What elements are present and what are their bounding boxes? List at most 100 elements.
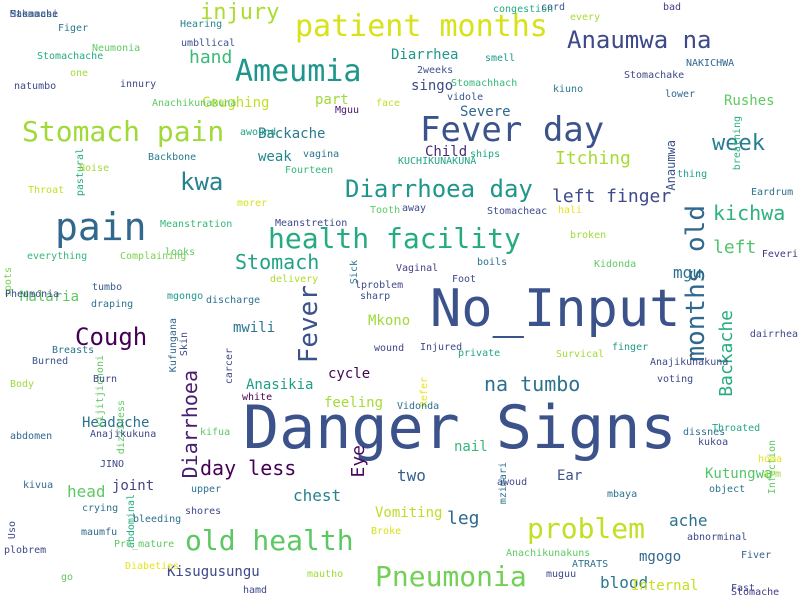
cloud-word: Backache xyxy=(258,126,326,142)
cloud-word: Internal xyxy=(631,578,699,594)
cloud-word: kivua xyxy=(23,480,54,491)
cloud-word: Stomachake xyxy=(624,70,685,81)
cloud-word: finger xyxy=(612,342,649,353)
cloud-word: mgu xyxy=(673,263,702,282)
cloud-word: bad xyxy=(663,2,682,13)
cloud-word: Eye xyxy=(348,445,369,478)
cloud-word: Headache xyxy=(82,415,150,431)
cloud-word: Fever xyxy=(294,285,324,364)
cloud-word: lower xyxy=(665,89,696,100)
cloud-word: Diarrhoea xyxy=(178,370,202,479)
cloud-word: sharp xyxy=(360,291,391,302)
cloud-word: kichwa xyxy=(713,201,786,225)
cloud-word: part xyxy=(315,92,349,108)
cloud-word: wound xyxy=(374,343,405,354)
cloud-word: voting xyxy=(657,374,694,385)
cloud-word: nail xyxy=(454,439,488,455)
cloud-word: dissnes xyxy=(683,427,726,438)
cloud-word: morer xyxy=(237,198,268,209)
cloud-word: Stomach xyxy=(235,250,320,274)
cloud-word: every xyxy=(570,12,601,23)
cloud-word: smell xyxy=(485,53,516,64)
cloud-word: lproblem xyxy=(355,280,404,291)
cloud-word: kukoa xyxy=(698,437,729,448)
cloud-word: Burned xyxy=(32,356,69,367)
cloud-word: thing xyxy=(677,169,708,180)
cloud-word: mautho xyxy=(307,569,344,580)
cloud-word: Diarrhoea day xyxy=(345,175,533,203)
cloud-word: Body xyxy=(10,379,35,390)
cloud-word: blood xyxy=(600,573,649,592)
cloud-word: head xyxy=(67,482,106,501)
cloud-word: plobrem xyxy=(4,545,47,556)
cloud-word: patient months xyxy=(295,9,548,44)
cloud-word: mgogo xyxy=(639,549,682,565)
cloud-word: Fourteen xyxy=(285,165,334,176)
cloud-word: Noise xyxy=(79,163,110,174)
cloud-word: problem xyxy=(527,512,646,545)
cloud-word: private xyxy=(458,348,501,359)
cloud-word: chest xyxy=(293,486,342,505)
cloud-word: Skin xyxy=(179,332,190,357)
cloud-word: mbaya xyxy=(607,489,638,500)
cloud-word: object xyxy=(709,484,746,495)
cloud-word: dairrhea xyxy=(749,329,798,340)
cloud-word: away xyxy=(402,203,427,214)
cloud-word: feeling xyxy=(324,395,384,411)
cloud-word: months old xyxy=(681,205,711,362)
cloud-word: Itching xyxy=(555,148,631,169)
cloud-word: Rushes xyxy=(724,93,775,109)
cloud-word: one xyxy=(70,68,89,79)
cloud-word: Kutungwa xyxy=(705,466,773,482)
cloud-word: crying xyxy=(82,503,119,514)
cloud-word: Foot xyxy=(452,274,477,285)
cloud-word: Pre_mature xyxy=(114,539,175,550)
cloud-word: ache xyxy=(669,511,708,530)
cloud-word: week xyxy=(712,131,765,156)
cloud-word: Neumonia xyxy=(92,43,141,54)
cloud-word: Burn xyxy=(93,374,118,385)
cloud-word: Danger Signs xyxy=(243,393,677,463)
cloud-word: vagina xyxy=(303,149,340,160)
cloud-word: Tooth xyxy=(370,205,401,216)
cloud-word: Anajikukuna xyxy=(90,429,157,440)
cloud-word: boils xyxy=(477,257,508,268)
cloud-word: NAKICHWA xyxy=(686,58,735,69)
cloud-word: Breasts xyxy=(52,345,95,356)
cloud-word: singo xyxy=(411,78,454,94)
cloud-word: Broke xyxy=(371,526,402,537)
cloud-word: maumfu xyxy=(81,527,118,538)
cloud-word: Anasikia xyxy=(246,377,314,393)
cloud-word: Anaumwa na xyxy=(567,26,712,54)
cloud-word: kijitjichoni xyxy=(95,355,106,428)
cloud-word: 2weeks xyxy=(417,65,454,76)
cloud-word: Diarrhea xyxy=(391,47,459,63)
cloud-word: awoud xyxy=(497,477,528,488)
cloud-word: muguu xyxy=(546,569,577,580)
cloud-word: pain xyxy=(55,205,147,249)
cloud-word: Vomiting xyxy=(375,505,443,521)
cloud-word: Fast xyxy=(731,583,756,594)
cloud-word: Fiver xyxy=(741,550,772,561)
cloud-word: Infection xyxy=(767,440,778,495)
cloud-word: looks xyxy=(165,247,196,258)
cloud-word: leg xyxy=(447,508,480,529)
cloud-word: awound xyxy=(240,127,277,138)
cloud-word: Throated xyxy=(712,423,761,434)
cloud-word: Mkono xyxy=(368,313,411,329)
cloud-word: homa xyxy=(758,454,783,465)
cloud-word: natumbo xyxy=(14,81,57,92)
cloud-word: bleeding xyxy=(133,514,182,525)
cloud-word: cord xyxy=(541,2,566,13)
cloud-word: congestion xyxy=(493,4,554,15)
cloud-word: JINO xyxy=(100,459,125,470)
cloud-word: Ameumia xyxy=(235,54,362,89)
cloud-word: kwa xyxy=(180,168,224,196)
cloud-word: Makamasi xyxy=(10,9,59,20)
cloud-word: umbllical xyxy=(181,38,236,49)
cloud-word: Meanstretion xyxy=(275,218,348,229)
cloud-word: Hearing xyxy=(180,19,223,30)
cloud-word: ATRATS xyxy=(572,559,609,570)
cloud-word: kiuno xyxy=(553,84,584,95)
cloud-word: broken xyxy=(570,230,607,241)
